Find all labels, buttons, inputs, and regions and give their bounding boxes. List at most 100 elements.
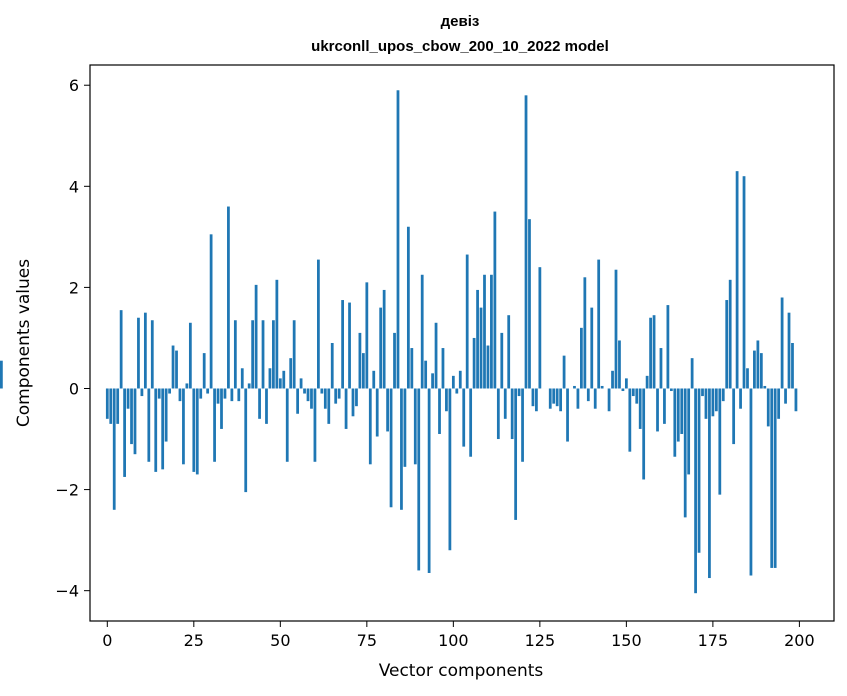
bar xyxy=(753,350,756,389)
bar xyxy=(254,284,258,389)
bar xyxy=(711,388,715,417)
bar xyxy=(188,322,192,389)
bar xyxy=(791,343,794,389)
bar xyxy=(192,388,196,472)
x-tick-label: 0 xyxy=(102,631,112,650)
bar xyxy=(230,388,234,402)
bar xyxy=(175,350,178,389)
bar xyxy=(635,388,639,404)
bar xyxy=(0,360,3,389)
bar xyxy=(130,388,133,445)
bar xyxy=(413,388,417,465)
bar xyxy=(341,300,344,389)
bar xyxy=(348,302,351,389)
bar xyxy=(652,315,656,389)
bar xyxy=(299,378,303,389)
bar xyxy=(182,388,185,465)
bar xyxy=(451,375,455,389)
bar xyxy=(386,388,389,432)
bar xyxy=(548,388,552,409)
bar xyxy=(220,388,223,429)
bar xyxy=(656,388,659,432)
bar xyxy=(320,388,324,394)
bar xyxy=(777,388,781,419)
bar xyxy=(434,322,438,389)
x-tick-label: 125 xyxy=(525,631,556,650)
bar xyxy=(538,267,542,389)
x-tick-label: 200 xyxy=(784,631,815,650)
bar xyxy=(517,388,521,397)
bar xyxy=(458,370,462,389)
bar xyxy=(372,370,376,389)
bar xyxy=(330,343,334,389)
bar xyxy=(261,320,265,389)
bar xyxy=(282,370,286,389)
y-tick-label: 4 xyxy=(69,177,79,196)
y-tick-label: −2 xyxy=(55,481,79,500)
bar xyxy=(323,388,327,409)
bar xyxy=(739,388,742,409)
bar xyxy=(358,332,362,389)
bar xyxy=(199,388,203,399)
bar xyxy=(763,385,767,389)
bar xyxy=(168,388,171,394)
bar xyxy=(116,388,120,424)
bar xyxy=(746,368,749,389)
bar xyxy=(178,388,182,402)
bar xyxy=(334,388,338,404)
bar xyxy=(708,388,711,579)
bar xyxy=(119,310,123,389)
bar xyxy=(393,332,396,389)
bar xyxy=(680,388,684,434)
bar xyxy=(105,388,109,419)
bar xyxy=(337,388,341,399)
bar xyxy=(296,388,300,414)
bar xyxy=(510,388,514,440)
bar xyxy=(590,307,594,389)
bar xyxy=(368,388,372,465)
bar xyxy=(493,211,497,389)
bar xyxy=(223,388,227,399)
bar xyxy=(327,388,331,424)
bar xyxy=(462,388,466,447)
bar xyxy=(150,320,154,389)
bar xyxy=(265,388,268,424)
bar xyxy=(559,388,563,412)
x-tick-label: 25 xyxy=(184,631,204,650)
bar xyxy=(694,388,697,594)
bar xyxy=(227,206,230,389)
x-tick-label: 100 xyxy=(438,631,469,650)
bar xyxy=(714,388,718,412)
bar xyxy=(503,388,507,419)
bar xyxy=(642,388,646,480)
bar xyxy=(410,348,414,389)
bar xyxy=(690,358,694,389)
bar xyxy=(704,388,708,419)
bar xyxy=(687,388,691,475)
bar xyxy=(676,388,680,442)
bar xyxy=(209,234,213,389)
bar xyxy=(507,315,511,389)
bar xyxy=(721,388,725,402)
bar xyxy=(666,305,670,389)
y-tick-label: 2 xyxy=(69,278,79,297)
bar xyxy=(171,345,175,389)
bar xyxy=(780,297,784,389)
bar xyxy=(268,368,272,389)
bar xyxy=(638,388,642,429)
bar xyxy=(455,388,459,394)
bar xyxy=(431,373,434,389)
bar xyxy=(133,388,137,455)
chart-title: девіз xyxy=(441,13,480,30)
bar xyxy=(306,388,310,402)
bar xyxy=(365,282,369,389)
bar xyxy=(375,388,379,437)
bar xyxy=(531,388,535,407)
bar xyxy=(441,348,445,389)
bar xyxy=(659,348,663,389)
bar xyxy=(611,370,614,389)
bar xyxy=(389,388,393,508)
bar xyxy=(573,385,576,389)
bar xyxy=(766,388,770,427)
